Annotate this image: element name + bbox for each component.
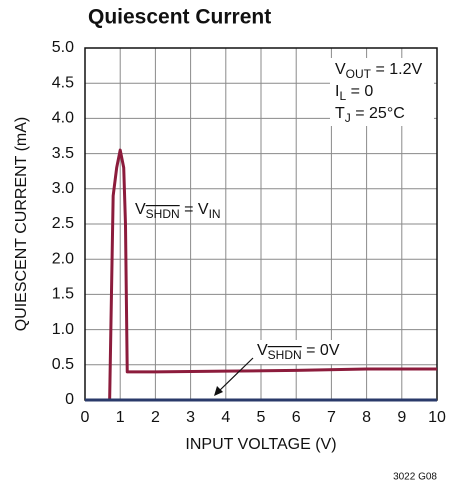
annotation: VOUT = 1.2V bbox=[335, 61, 422, 81]
x-tick-label: 3 bbox=[186, 409, 195, 426]
annotation-part: V bbox=[135, 201, 146, 218]
chart-title: Quiescent Current bbox=[88, 6, 271, 29]
annotation-background bbox=[330, 58, 434, 126]
y-tick-label: 3.5 bbox=[52, 145, 74, 162]
annotation-part: = 0 bbox=[346, 83, 373, 100]
y-tick-label: 5.0 bbox=[52, 39, 74, 56]
annotation-part: V bbox=[335, 61, 346, 78]
x-tick-label: 9 bbox=[397, 409, 406, 426]
x-tick-label: 4 bbox=[221, 409, 230, 426]
annotation: VSHDN = VIN bbox=[135, 201, 221, 221]
x-tick-label: 5 bbox=[257, 409, 266, 426]
y-tick-label: 2.0 bbox=[52, 250, 74, 267]
annotation-part: = 25°C bbox=[351, 105, 405, 122]
annotation-part: I bbox=[335, 83, 339, 100]
arrow-line bbox=[217, 357, 254, 393]
x-tick-label: 0 bbox=[81, 409, 90, 426]
x-tick-label: 8 bbox=[362, 409, 371, 426]
x-tick-label: 1 bbox=[116, 409, 125, 426]
x-tick-label: 2 bbox=[151, 409, 160, 426]
x-axis-title: INPUT VOLTAGE (V) bbox=[185, 436, 336, 453]
y-tick-label: 4.5 bbox=[52, 74, 74, 91]
y-axis-title: QUIESCENT CURRENT (mA) bbox=[13, 117, 30, 332]
annotation-part: T bbox=[335, 105, 345, 122]
y-tick-label: 3.0 bbox=[52, 180, 74, 197]
data-line bbox=[108, 148, 437, 401]
annotation-part: L bbox=[339, 89, 346, 103]
annotation-background bbox=[252, 340, 352, 364]
annotation-part: = V bbox=[180, 201, 209, 218]
annotation-part: IN bbox=[209, 207, 221, 221]
annotation-part: = 0V bbox=[302, 342, 340, 359]
annotation-part: = 1.2V bbox=[371, 61, 422, 78]
footer: 3022 G08 bbox=[393, 472, 437, 483]
annotation: IL = 0 bbox=[335, 83, 373, 103]
y-tick-label: 4.0 bbox=[52, 110, 74, 127]
annotation-part: OUT bbox=[346, 67, 372, 81]
annotation-part: V bbox=[257, 342, 268, 359]
annotation-part: SHDN bbox=[268, 348, 302, 362]
y-tick-label: 1.5 bbox=[52, 286, 74, 303]
y-tick-label: 0 bbox=[65, 391, 74, 408]
x-tick-label: 10 bbox=[428, 409, 446, 426]
annotation-part: J bbox=[345, 111, 351, 125]
annotation: VSHDN = 0V bbox=[257, 342, 340, 362]
y-tick-label: 2.5 bbox=[52, 215, 74, 232]
annotation: TJ = 25°C bbox=[335, 105, 405, 125]
y-tick-label: 1.0 bbox=[52, 321, 74, 338]
annotation-part: SHDN bbox=[146, 207, 180, 221]
y-tick-label: 0.5 bbox=[52, 356, 74, 373]
arrow-head bbox=[214, 386, 223, 396]
x-tick-label: 7 bbox=[327, 409, 336, 426]
x-tick-label: 6 bbox=[292, 409, 301, 426]
